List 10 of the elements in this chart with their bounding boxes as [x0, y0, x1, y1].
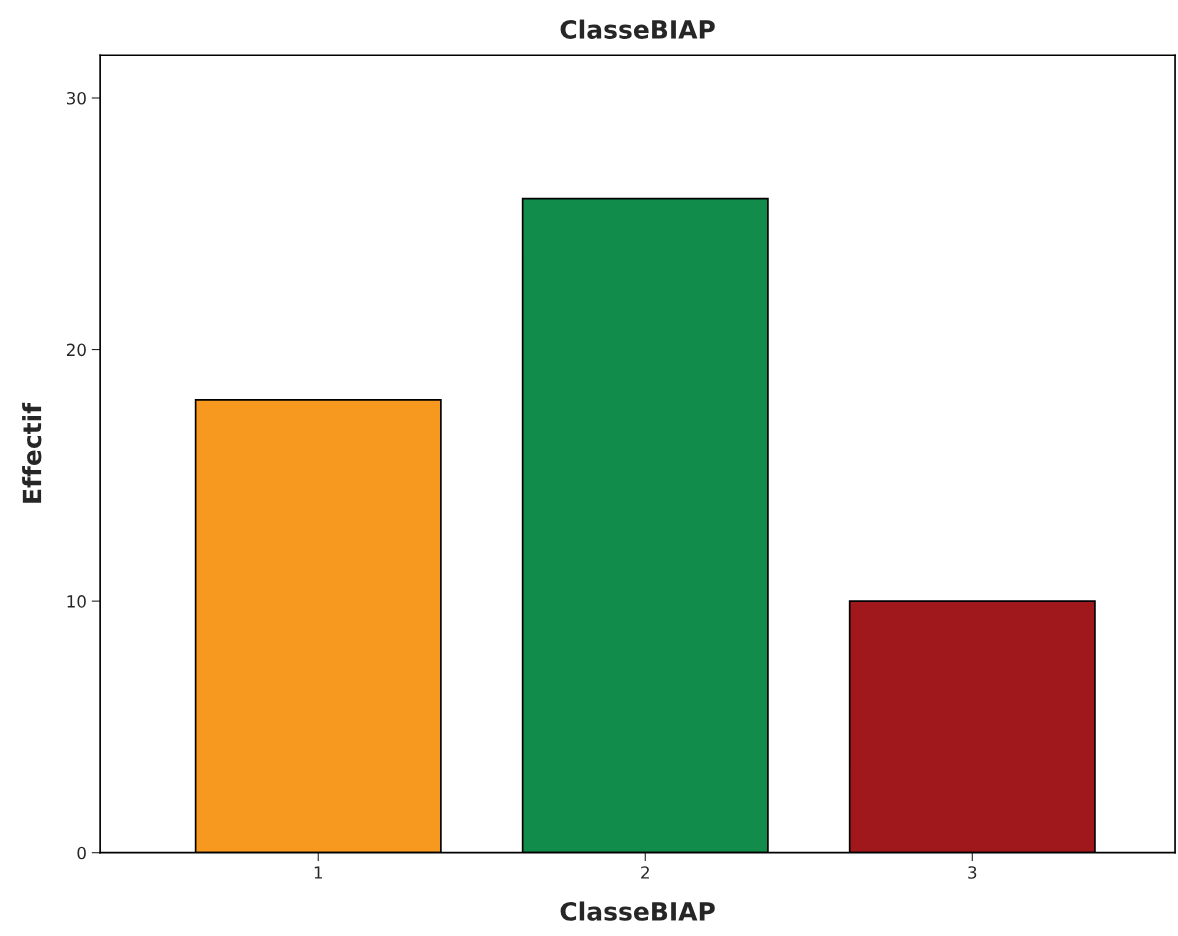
y-axis-title: Effectif — [22, 402, 42, 503]
chart-title: ClasseBIAP — [560, 19, 715, 39]
y-tick-label: 0 — [77, 846, 86, 860]
x-tick-label: 2 — [641, 866, 649, 879]
y-tick-label: 20 — [66, 343, 86, 357]
y-tick-label: 30 — [67, 91, 86, 105]
y-tick-label: 10 — [67, 595, 86, 608]
x-axis-title: ClasseBIAP — [560, 901, 715, 921]
x-tick-label: 1 — [314, 866, 323, 879]
x-tick-label: 3 — [968, 866, 977, 879]
